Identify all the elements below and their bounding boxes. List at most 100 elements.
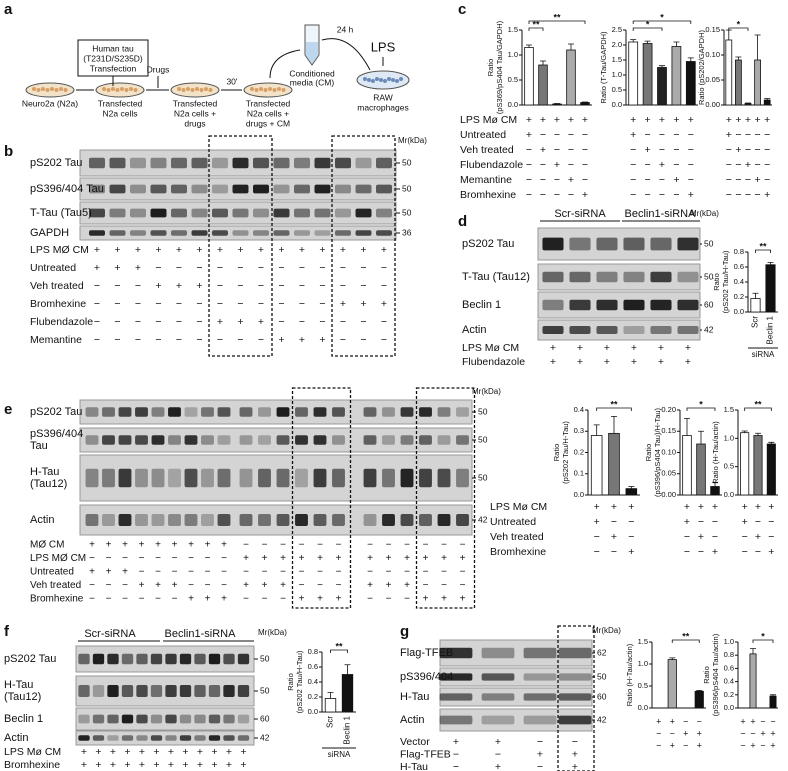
sign: + (196, 280, 202, 292)
sign: + (697, 728, 702, 738)
sign: − (745, 144, 751, 156)
sign: + (197, 759, 203, 771)
bar (740, 432, 750, 496)
y-tick-label: 0.6 (734, 262, 744, 271)
sign: + (240, 746, 246, 758)
band (542, 271, 564, 283)
sign: − (106, 594, 112, 605)
row-label: (Tau12) (30, 478, 67, 490)
band (92, 653, 105, 665)
cell (106, 88, 111, 92)
sign: − (764, 159, 770, 171)
sign: + (631, 342, 637, 354)
y-tick-label: 0.0 (612, 100, 622, 109)
sign: + (631, 356, 637, 368)
sig-label: * (646, 19, 650, 29)
band (295, 468, 308, 488)
sign: − (172, 594, 178, 605)
time-text: 30' (226, 76, 237, 86)
sign: − (460, 567, 466, 578)
cell (120, 87, 124, 91)
band (232, 230, 249, 236)
band (542, 237, 564, 251)
band (217, 407, 231, 417)
sign: − (683, 740, 688, 750)
band (102, 514, 115, 526)
row-label: pS396/404 (400, 671, 453, 683)
y-tick-label: 2.0 (612, 40, 622, 49)
bar (324, 698, 337, 713)
treatment-label: Flag-TFEB (400, 748, 451, 760)
y-tick-label: 0.2 (308, 692, 318, 701)
sign: − (582, 159, 588, 171)
sig-bracket (671, 639, 700, 643)
sign: − (750, 728, 755, 738)
sign: + (205, 594, 211, 605)
sign: + (367, 553, 373, 564)
dish-label: N2a cells (103, 108, 138, 118)
sign: − (755, 189, 761, 201)
sign: + (735, 144, 741, 156)
cell (379, 78, 383, 82)
sign: − (740, 740, 745, 750)
band (523, 673, 557, 681)
mr-label: Mr(kDa) (258, 628, 287, 637)
band (355, 230, 372, 236)
sign: − (659, 174, 665, 186)
band (295, 407, 308, 417)
cell (363, 77, 367, 81)
sign: − (698, 516, 704, 528)
y-tick-label: 1.0 (724, 433, 734, 442)
kda-label: 60 (260, 713, 270, 723)
y-axis-label: Ratio (H-Tau/actin) (711, 421, 720, 484)
sign: + (153, 759, 159, 771)
sign: + (110, 746, 116, 758)
band (332, 514, 345, 526)
band (150, 735, 163, 741)
y-axis-label: (pS202 Tau/H-Tau) (295, 650, 304, 713)
error-bar (712, 481, 718, 487)
sign: − (735, 189, 741, 201)
sign: − (423, 540, 429, 551)
band (135, 514, 148, 526)
y-tick-label: 0.0 (724, 490, 734, 499)
dashed-box (557, 625, 595, 771)
y-tick-label: 0.0 (638, 703, 648, 712)
row-label: pS202 Tau (30, 406, 82, 418)
treatment-label: Bromhexine (490, 546, 546, 558)
sign: − (688, 129, 694, 141)
sign: + (278, 334, 284, 346)
y-tick-label: 0.15 (705, 25, 720, 34)
band (437, 468, 451, 488)
y-tick-label: 0.00 (661, 490, 676, 499)
band (650, 271, 672, 283)
sign: + (755, 114, 761, 126)
band (107, 653, 119, 665)
band (89, 208, 105, 218)
sign: + (577, 342, 583, 354)
sign: − (135, 334, 141, 346)
sign: + (262, 553, 268, 564)
sign: − (258, 280, 264, 292)
sign: − (554, 144, 560, 156)
band (253, 208, 269, 218)
sign: − (582, 129, 588, 141)
band (85, 435, 99, 445)
band (150, 230, 167, 236)
y-tick-label: 1.0 (508, 50, 518, 59)
sign: + (89, 540, 95, 551)
sign: − (740, 728, 745, 738)
dish (170, 82, 220, 98)
sign: − (319, 280, 325, 292)
y-tick-label: 0.0 (734, 307, 744, 316)
sign: + (554, 159, 560, 171)
sign: + (176, 244, 182, 256)
bar (725, 39, 733, 106)
sign: + (139, 540, 145, 551)
sign: − (441, 540, 447, 551)
band (212, 184, 228, 194)
band (596, 326, 618, 334)
sign: + (243, 580, 249, 591)
y-axis-label: Ratio (712, 273, 721, 291)
y-axis-label: Ratio (pS202/GAPDH) (697, 29, 706, 105)
